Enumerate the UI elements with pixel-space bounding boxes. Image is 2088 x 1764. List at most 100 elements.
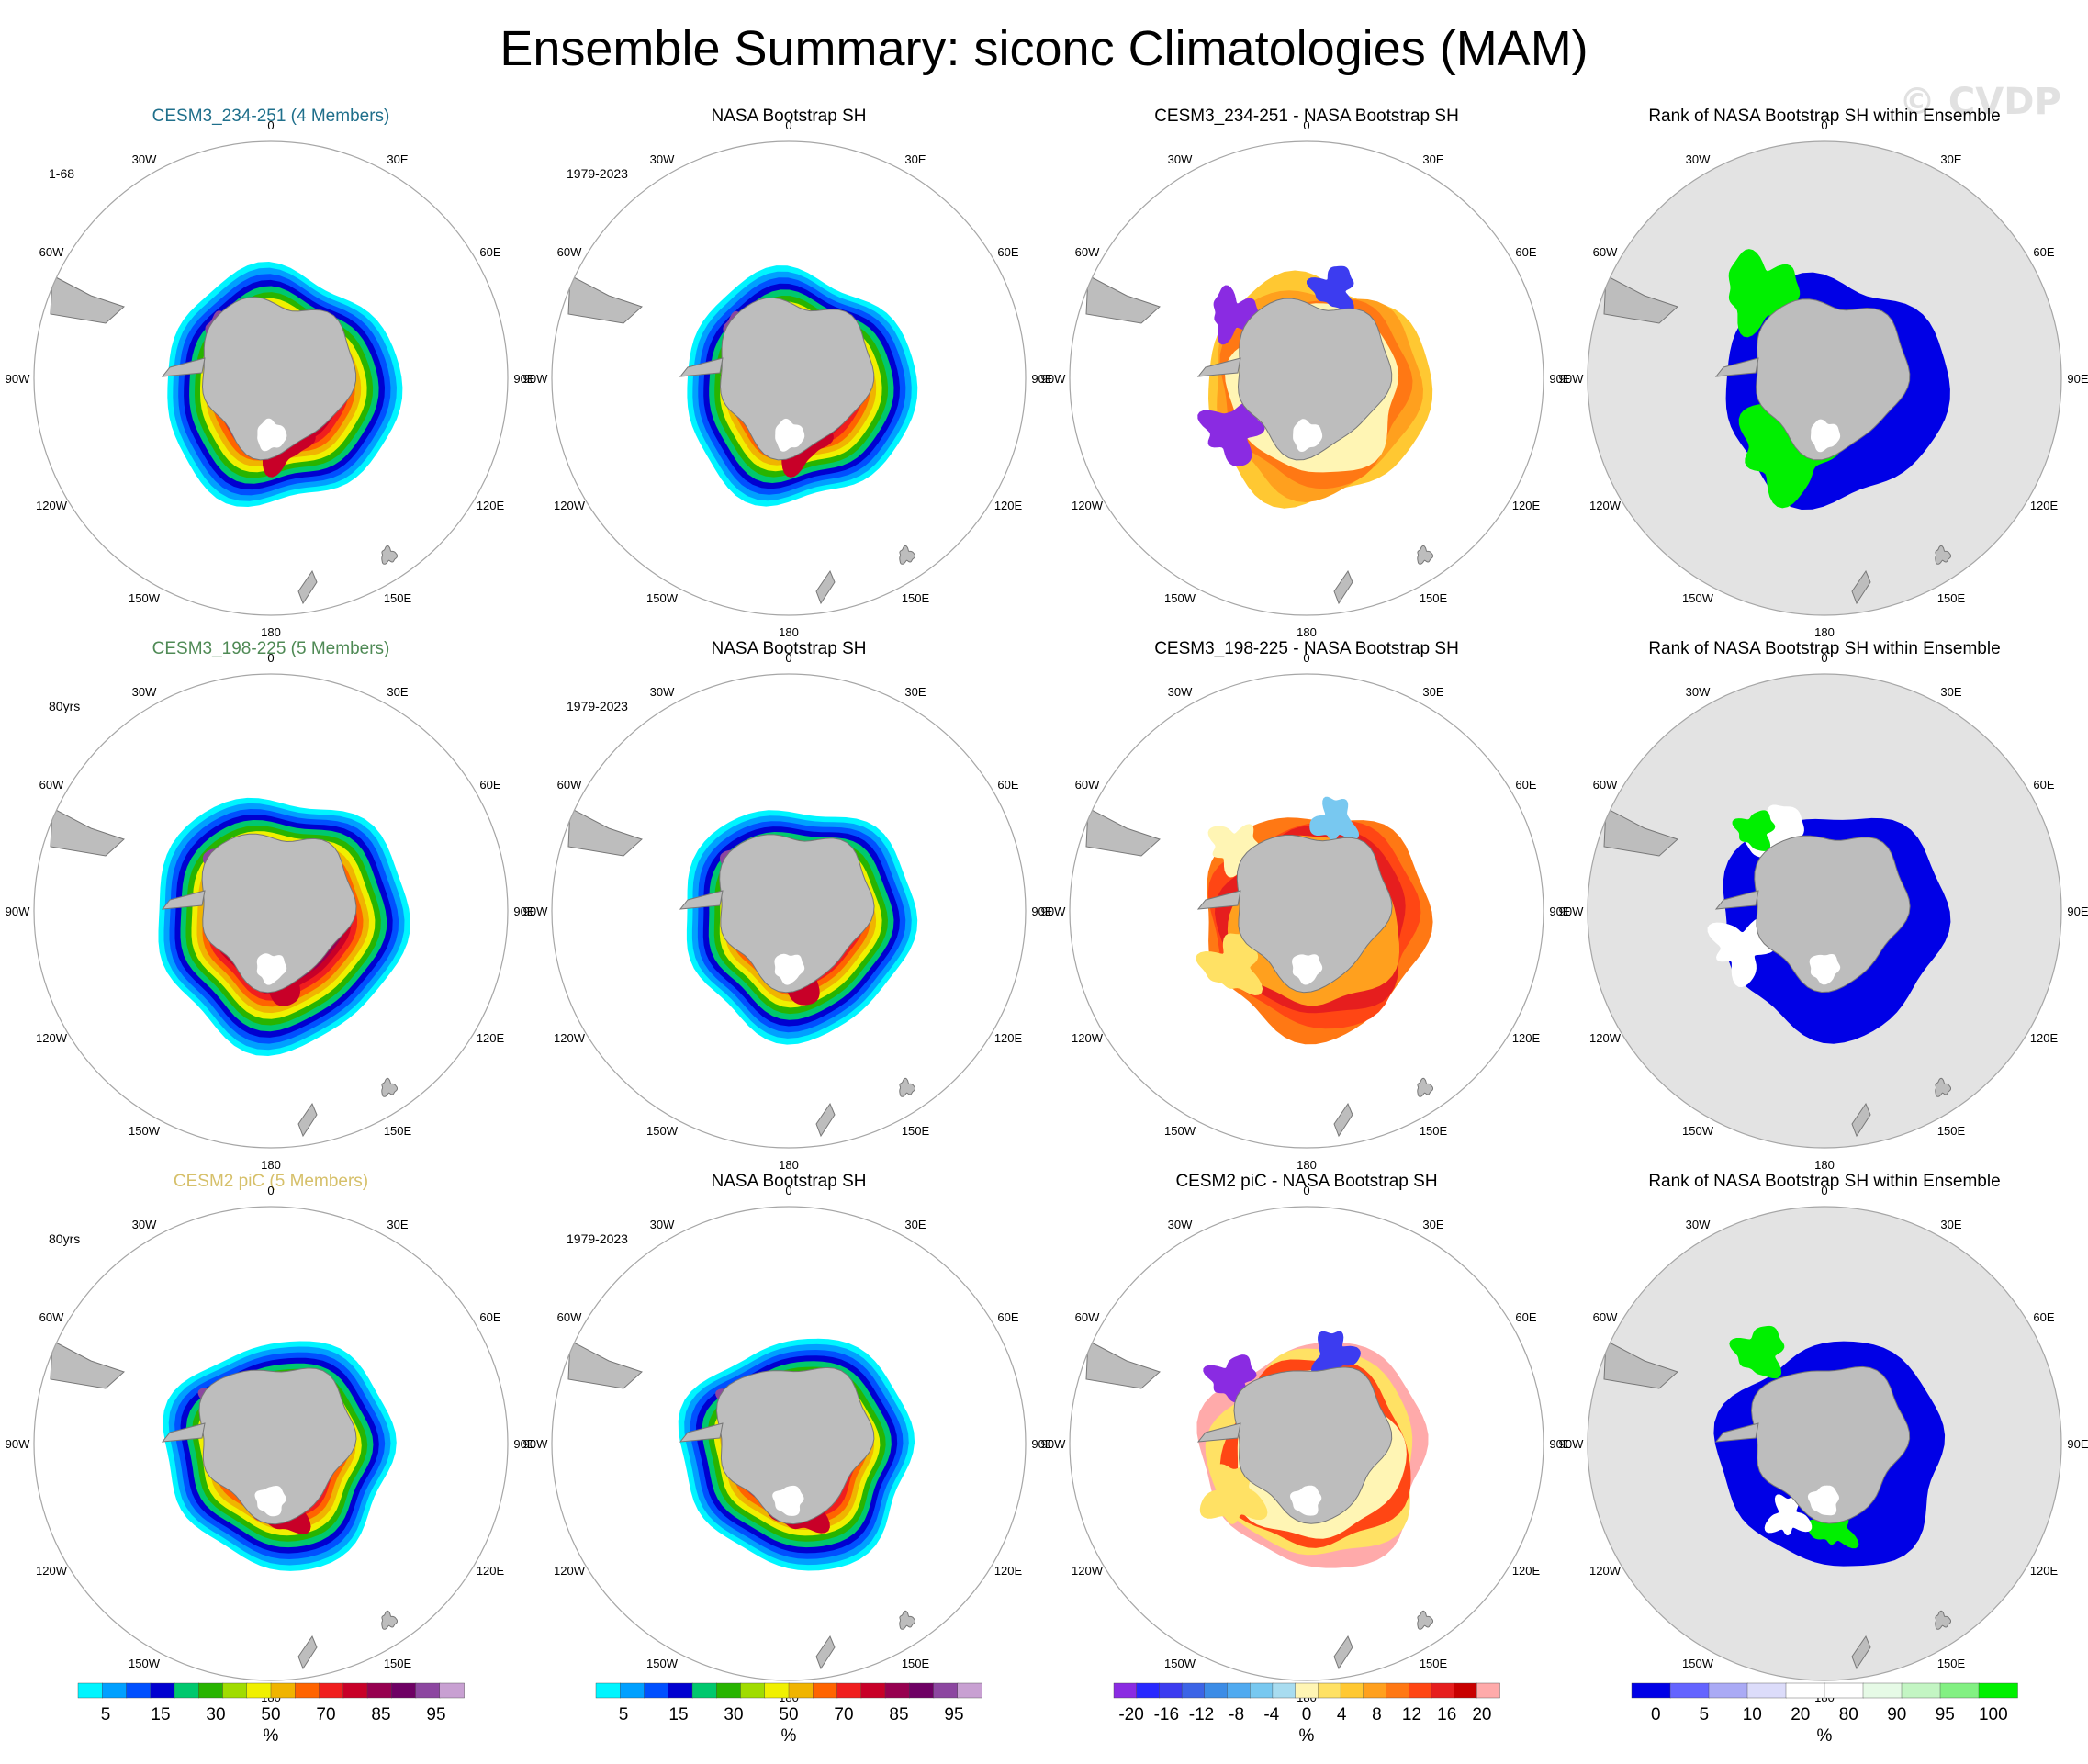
tasmania-land: [1935, 1077, 1951, 1097]
longitude-label: 30E: [904, 1218, 926, 1231]
longitude-label: 0: [267, 118, 274, 132]
longitude-label: 60E: [997, 1310, 1018, 1324]
colorbar-swatch: [1363, 1682, 1387, 1699]
longitude-label: 90W: [1559, 904, 1584, 918]
longitude-label: 30E: [1422, 152, 1443, 166]
longitude-label: 120W: [554, 1031, 586, 1045]
longitude-label: 180: [261, 625, 281, 639]
colorbar-swatch: [957, 1682, 982, 1699]
longitude-label: 120W: [1072, 1564, 1104, 1578]
longitude-label: 60W: [1593, 778, 1618, 792]
longitude-label: 90E: [513, 904, 534, 918]
colorbar-swatch: [295, 1682, 320, 1699]
panel-difference-row3: CESM2 piC - NASA Bootstrap SH0 30E 60E 90E 1…: [1041, 1172, 1571, 1704]
longitude-label: 60W: [1593, 1310, 1618, 1324]
longitude-label: 90E: [513, 372, 534, 386]
tasmania-land: [1417, 545, 1433, 565]
longitude-label: 60W: [557, 778, 582, 792]
longitude-label: 120W: [1072, 1031, 1104, 1045]
panel-title: Rank of NASA Bootstrap SH within Ensembl…: [1648, 1172, 2000, 1191]
map-boundary: [551, 673, 1027, 1149]
panel-period-label: 80yrs: [49, 699, 80, 713]
longitude-label: 120E: [994, 1564, 1023, 1578]
longitude-label: 150W: [1682, 1657, 1714, 1670]
longitude-label: 120W: [36, 499, 68, 512]
map-boundary: [33, 1206, 509, 1681]
longitude-label: 150W: [129, 1657, 161, 1670]
panel-observation-row1: NASA Bootstrap SH 1979-2023 0 30E 60E 90E 120E…: [523, 107, 1053, 639]
longitude-label: 60E: [2033, 778, 2054, 792]
longitude-label: 150E: [902, 1657, 930, 1670]
longitude-label: 90E: [1031, 1437, 1052, 1451]
colorbar-swatch: [246, 1682, 272, 1699]
colorbar-tick-label: 85: [889, 1705, 908, 1725]
longitude-label: 60W: [39, 1310, 64, 1324]
ross-ice-shelf: [772, 1485, 804, 1516]
colorbar-tick-label: 95: [944, 1705, 963, 1725]
longitude-label: 0: [1303, 651, 1309, 665]
colorbar-tick-label: 50: [779, 1705, 798, 1725]
tasmania-land: [1935, 545, 1951, 565]
longitude-label: 150W: [1164, 591, 1196, 605]
longitude-label: 150E: [1420, 1124, 1448, 1138]
panel-title: NASA Bootstrap SH: [712, 107, 867, 126]
longitude-label: 150E: [384, 591, 412, 605]
longitude-label: 120W: [1589, 499, 1622, 512]
colorbar-swatch: [102, 1682, 128, 1699]
panel-period-label: 1-68: [49, 166, 74, 181]
colorbar-tick-label: 70: [316, 1705, 335, 1725]
antarctica-land: [201, 296, 357, 461]
longitude-label: 90W: [1041, 372, 1066, 386]
longitude-label: 60E: [997, 245, 1018, 259]
colorbar-swatch: [1408, 1682, 1432, 1699]
panel-ensemble_mean-row2: CESM3_198-225 (5 Members) 80yrs 0 30E 60E 90E…: [6, 639, 535, 1172]
longitude-label: 60W: [1075, 245, 1100, 259]
longitude-label: 0: [267, 1184, 274, 1197]
panel-title: CESM2 piC (5 Members): [174, 1172, 368, 1191]
panel-title: Rank of NASA Bootstrap SH within Ensembl…: [1648, 107, 2000, 126]
antarctica-land: [201, 833, 357, 994]
antarctic-peninsula: [1196, 890, 1241, 910]
longitude-label: 120E: [2030, 499, 2059, 512]
longitude-label: 150W: [129, 1124, 161, 1138]
colorbar-swatch: [1318, 1682, 1341, 1699]
colorbar-swatch: [644, 1682, 669, 1699]
rank-high: [1732, 810, 1776, 851]
panel-ensemble_mean-row3: CESM2 piC (5 Members) 80yrs 0 30E 60E 90E 120E…: [6, 1172, 535, 1704]
longitude-label: 150E: [1937, 1124, 1966, 1138]
longitude-label: 30W: [1168, 1218, 1193, 1231]
panel-title: CESM3_198-225 (5 Members): [152, 639, 390, 658]
colorbar-tick-label: 16: [1437, 1705, 1456, 1725]
ross-ice-shelf: [1809, 954, 1841, 985]
panel-grid: CESM3_234-251 (4 Members) 1-68 0 30E 60E 90E 1…: [6, 107, 2088, 1704]
colorbar-swatch: [740, 1682, 766, 1699]
south-america-land: [50, 1340, 125, 1389]
longitude-label: 150W: [1164, 1124, 1196, 1138]
colorbar-swatch: [1181, 1682, 1206, 1699]
colorbar-swatch: [1159, 1682, 1183, 1699]
colorbar-swatch: [1476, 1682, 1500, 1699]
antarctica-land: [719, 297, 875, 461]
south-america-land: [1085, 275, 1161, 324]
longitude-label: 150E: [902, 1124, 930, 1138]
longitude-label: 60E: [479, 778, 500, 792]
cvdp-watermark: © CVDP: [1899, 81, 2061, 123]
colorbar-tick-label: 10: [1743, 1705, 1762, 1725]
polar-map: [1588, 1207, 2061, 1680]
longitude-label: 150E: [1420, 1657, 1448, 1670]
longitude-label: 30W: [132, 1218, 157, 1231]
panel-title: Rank of NASA Bootstrap SH within Ensembl…: [1648, 639, 2000, 658]
longitude-label: 120E: [994, 1031, 1023, 1045]
longitude-label: 30W: [1686, 1218, 1711, 1231]
map-boundary: [1069, 673, 1544, 1149]
colorbar-swatch: [1340, 1682, 1364, 1699]
longitude-label: 150W: [129, 591, 161, 605]
antarctic-peninsula: [161, 357, 206, 377]
antarctic-peninsula: [161, 1422, 206, 1443]
longitude-label: 150W: [646, 591, 679, 605]
longitude-label: 90W: [1559, 1437, 1584, 1451]
colorbar-swatch: [909, 1682, 935, 1699]
longitude-label: 180: [1814, 625, 1835, 639]
colorbar-climatology_obs: 5 15 30 50 70 85 95%: [595, 1682, 982, 1746]
map-boundary: [1069, 1206, 1544, 1681]
